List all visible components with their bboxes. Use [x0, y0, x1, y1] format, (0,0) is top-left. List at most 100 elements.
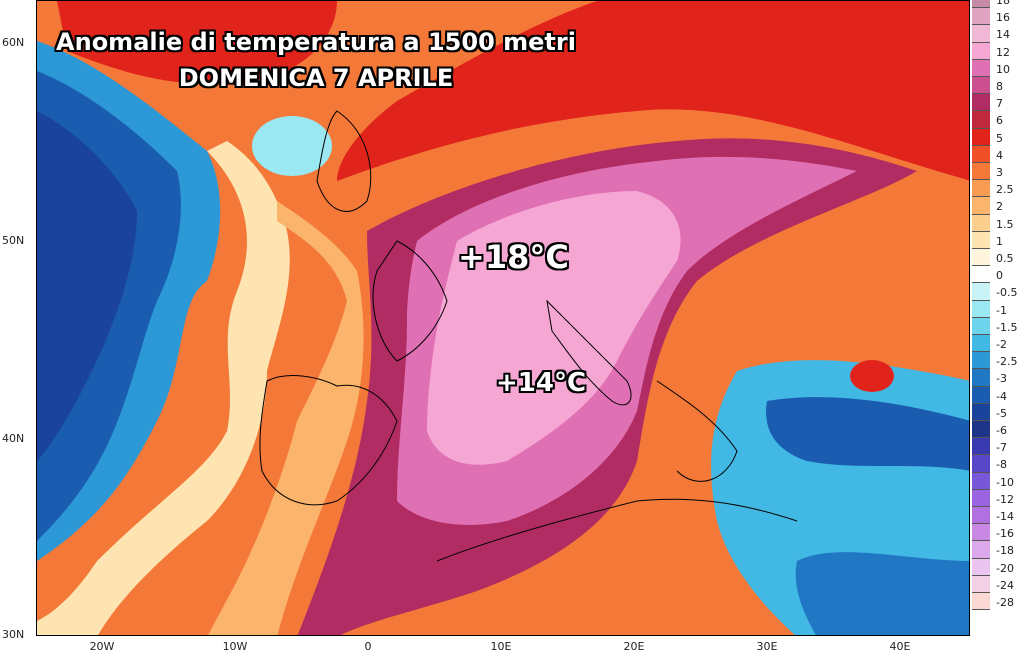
legend-row: 8 — [972, 77, 1024, 95]
legend-swatch — [972, 266, 990, 284]
legend-label: -20 — [996, 561, 1014, 575]
legend-swatch — [972, 231, 990, 249]
legend-label: -5 — [996, 406, 1007, 420]
legend-swatch — [972, 421, 990, 439]
legend-swatch — [972, 575, 990, 593]
legend-row: 5 — [972, 128, 1024, 146]
legend-label: -14 — [996, 510, 1014, 523]
legend-row: 2 — [972, 197, 1024, 215]
legend-swatch — [972, 111, 990, 129]
title-line-1: Anomalie di temperatura a 1500 metri — [56, 28, 576, 56]
legend-label: -2.5 — [996, 355, 1018, 369]
legend-row: 3 — [972, 163, 1024, 181]
legend-swatch — [972, 386, 990, 404]
legend-row: 1.5 — [972, 214, 1024, 232]
legend-label: -2 — [996, 338, 1007, 351]
lat-label-40n: 40N — [2, 432, 25, 445]
legend-swatch — [972, 369, 990, 387]
map-area — [36, 0, 970, 636]
legend-swatch — [972, 163, 990, 181]
legend-swatch — [972, 352, 990, 370]
lon-label-20w: 20W — [89, 640, 115, 653]
legend-swatch — [972, 403, 990, 421]
legend-row: -16 — [972, 524, 1024, 542]
legend-row: -2.5 — [972, 352, 1024, 370]
legend-swatch — [972, 455, 990, 473]
lat-label-30n: 30N — [2, 628, 25, 641]
legend-row: -18 — [972, 541, 1024, 559]
legend-swatch — [972, 489, 990, 507]
legend-swatch — [972, 145, 990, 163]
legend-label: -3 — [996, 372, 1007, 386]
legend-label: 6 — [996, 114, 1003, 128]
legend-row: -5 — [972, 403, 1024, 421]
title-line-2: DOMENICA 7 APRILE — [178, 64, 454, 92]
legend-swatch — [972, 94, 990, 112]
legend-label: -24 — [996, 578, 1014, 592]
legend-row: 10 — [972, 59, 1024, 77]
lon-label-0: 0 — [364, 640, 372, 653]
legend-label: 1.5 — [996, 217, 1014, 231]
lon-label-10w: 10W — [222, 640, 248, 653]
legend-swatch — [972, 541, 990, 559]
legend-row: -1.5 — [972, 317, 1024, 335]
legend-label: -28 — [996, 596, 1014, 609]
lon-label-10e: 10E — [490, 640, 512, 653]
legend-swatch — [972, 283, 990, 301]
annotation-italy: +14°C — [496, 368, 587, 398]
legend-row: -7 — [972, 438, 1024, 456]
legend-row: 4 — [972, 145, 1024, 163]
legend-label: -1.5 — [996, 320, 1018, 334]
legend-row: 0 — [972, 266, 1024, 284]
legend-row: -12 — [972, 489, 1024, 507]
lon-label-30e: 30E — [756, 640, 778, 653]
legend-swatch — [972, 593, 990, 611]
legend-row: -0.5 — [972, 283, 1024, 301]
legend-label: 12 — [996, 45, 1010, 59]
legend-row: 16 — [972, 8, 1024, 26]
legend-label: -4 — [996, 389, 1007, 403]
legend-label: 5 — [996, 131, 1003, 145]
legend-swatch — [972, 59, 990, 77]
legend-swatch — [972, 25, 990, 43]
legend-label: -10 — [996, 475, 1014, 489]
legend-label: 2.5 — [996, 183, 1014, 197]
legend-swatch — [972, 214, 990, 232]
lon-label-40e: 40E — [889, 640, 911, 653]
legend-row: 2.5 — [972, 180, 1024, 198]
legend-label: -18 — [996, 544, 1014, 558]
legend-row: -2 — [972, 335, 1024, 353]
legend-swatch — [972, 472, 990, 490]
legend-label: 2 — [996, 200, 1003, 214]
lat-label-50n: 50N — [2, 234, 25, 247]
legend-label: 0 — [996, 269, 1003, 283]
legend-label: 4 — [996, 148, 1003, 162]
legend-label: 16 — [996, 11, 1010, 25]
legend-swatch — [972, 317, 990, 335]
legend-label: 10 — [996, 62, 1010, 76]
legend-row: 6 — [972, 111, 1024, 129]
legend-label: -6 — [996, 424, 1007, 437]
legend-row: -14 — [972, 507, 1024, 525]
map-title: Anomalie di temperatura a 1500 metri DOM… — [36, 28, 596, 98]
temperature-anomaly-field — [37, 1, 969, 635]
legend-label: -1 — [996, 303, 1007, 317]
legend-row: 12 — [972, 42, 1024, 60]
legend-swatch — [972, 300, 990, 318]
color-legend: 18 16 14 12 10 8 7 6 5 4 3 2.5 2 1.5 1 0.5 0 -0.5 -1 -1.5 -2… — [972, 0, 1024, 636]
lat-label-60n: 60N — [2, 36, 25, 49]
legend-label: 0.5 — [996, 252, 1014, 265]
legend-label: -0.5 — [996, 286, 1018, 300]
legend-label: 18 — [996, 0, 1010, 7]
legend-row: 14 — [972, 25, 1024, 43]
legend-row: -1 — [972, 300, 1024, 318]
legend-label: 14 — [996, 28, 1010, 42]
legend-swatch — [972, 0, 990, 9]
legend-row: -8 — [972, 455, 1024, 473]
legend-label: -8 — [996, 458, 1007, 472]
legend-label: -12 — [996, 492, 1014, 506]
lon-label-20e: 20E — [623, 640, 645, 653]
legend-label: 1 — [996, 234, 1003, 248]
legend-row: -20 — [972, 558, 1024, 576]
legend-label: -7 — [996, 441, 1007, 455]
